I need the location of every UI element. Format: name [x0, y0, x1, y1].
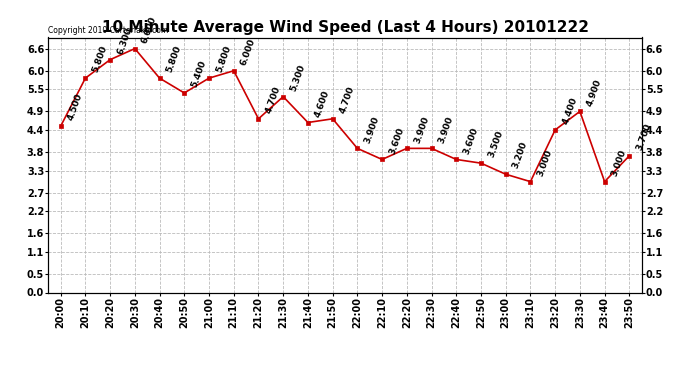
Text: 6.300: 6.300: [116, 26, 134, 56]
Text: 3.000: 3.000: [610, 148, 628, 177]
Text: 3.900: 3.900: [413, 115, 431, 144]
Title: 10 Minute Average Wind Speed (Last 4 Hours) 20101222: 10 Minute Average Wind Speed (Last 4 Hou…: [101, 20, 589, 35]
Text: 4.500: 4.500: [66, 92, 84, 122]
Text: 4.900: 4.900: [585, 78, 604, 107]
Text: Copyright 2010 Carterlake.com: Copyright 2010 Carterlake.com: [48, 26, 168, 35]
Text: 5.800: 5.800: [91, 45, 109, 74]
Text: 3.200: 3.200: [511, 141, 529, 170]
Text: 3.900: 3.900: [437, 115, 455, 144]
Text: 5.800: 5.800: [165, 45, 183, 74]
Text: 5.400: 5.400: [190, 59, 208, 89]
Text: 3.900: 3.900: [363, 115, 381, 144]
Text: 4.700: 4.700: [338, 85, 356, 115]
Text: 6.000: 6.000: [239, 37, 257, 67]
Text: 5.800: 5.800: [215, 45, 233, 74]
Text: 3.000: 3.000: [536, 148, 554, 177]
Text: 6.600: 6.600: [140, 15, 159, 44]
Text: 4.700: 4.700: [264, 85, 282, 115]
Text: 3.600: 3.600: [388, 126, 406, 155]
Text: 3.600: 3.600: [462, 126, 480, 155]
Text: 4.400: 4.400: [561, 96, 579, 126]
Text: 5.300: 5.300: [288, 63, 307, 93]
Text: 4.600: 4.600: [313, 89, 332, 118]
Text: 3.700: 3.700: [635, 122, 653, 152]
Text: 3.500: 3.500: [486, 129, 504, 159]
